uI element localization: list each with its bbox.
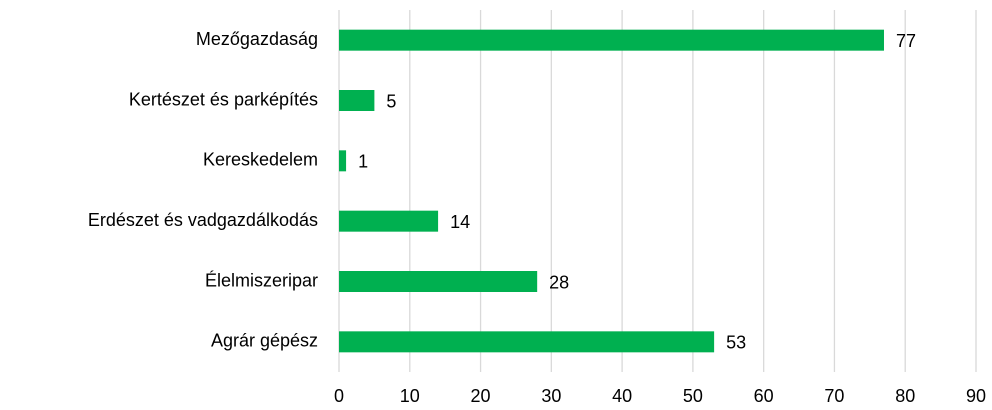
value-label: 5 xyxy=(386,91,396,111)
x-tick-label: 10 xyxy=(400,386,420,406)
y-tick-label: Erdészet és vadgazdálkodás xyxy=(88,210,318,230)
value-label: 1 xyxy=(358,152,368,172)
y-tick-label: Mezőgazdaság xyxy=(196,29,318,49)
x-tick-label: 90 xyxy=(966,386,986,406)
y-tick-label: Kertészet és parképítés xyxy=(129,89,318,109)
x-tick-label: 40 xyxy=(612,386,632,406)
x-tick-label: 30 xyxy=(541,386,561,406)
x-tick-label: 60 xyxy=(754,386,774,406)
y-tick-label: Kereskedelem xyxy=(203,150,318,170)
bar xyxy=(339,29,884,51)
bar xyxy=(339,331,715,353)
x-tick-label: 0 xyxy=(334,386,344,406)
bar xyxy=(339,150,347,172)
bar xyxy=(339,271,538,292)
value-label: 77 xyxy=(896,31,916,51)
value-label: 28 xyxy=(549,272,569,292)
x-tick-label: 80 xyxy=(895,386,915,406)
x-tick-label: 20 xyxy=(471,386,491,406)
y-tick-label: Élelmiszeripar xyxy=(205,270,318,290)
bar xyxy=(339,90,375,111)
value-label: 14 xyxy=(450,212,470,232)
y-tick-label: Agrár gépész xyxy=(211,331,318,351)
bar xyxy=(339,210,439,232)
x-tick-label: 70 xyxy=(824,386,844,406)
x-tick-label: 50 xyxy=(683,386,703,406)
value-label: 53 xyxy=(726,333,746,353)
